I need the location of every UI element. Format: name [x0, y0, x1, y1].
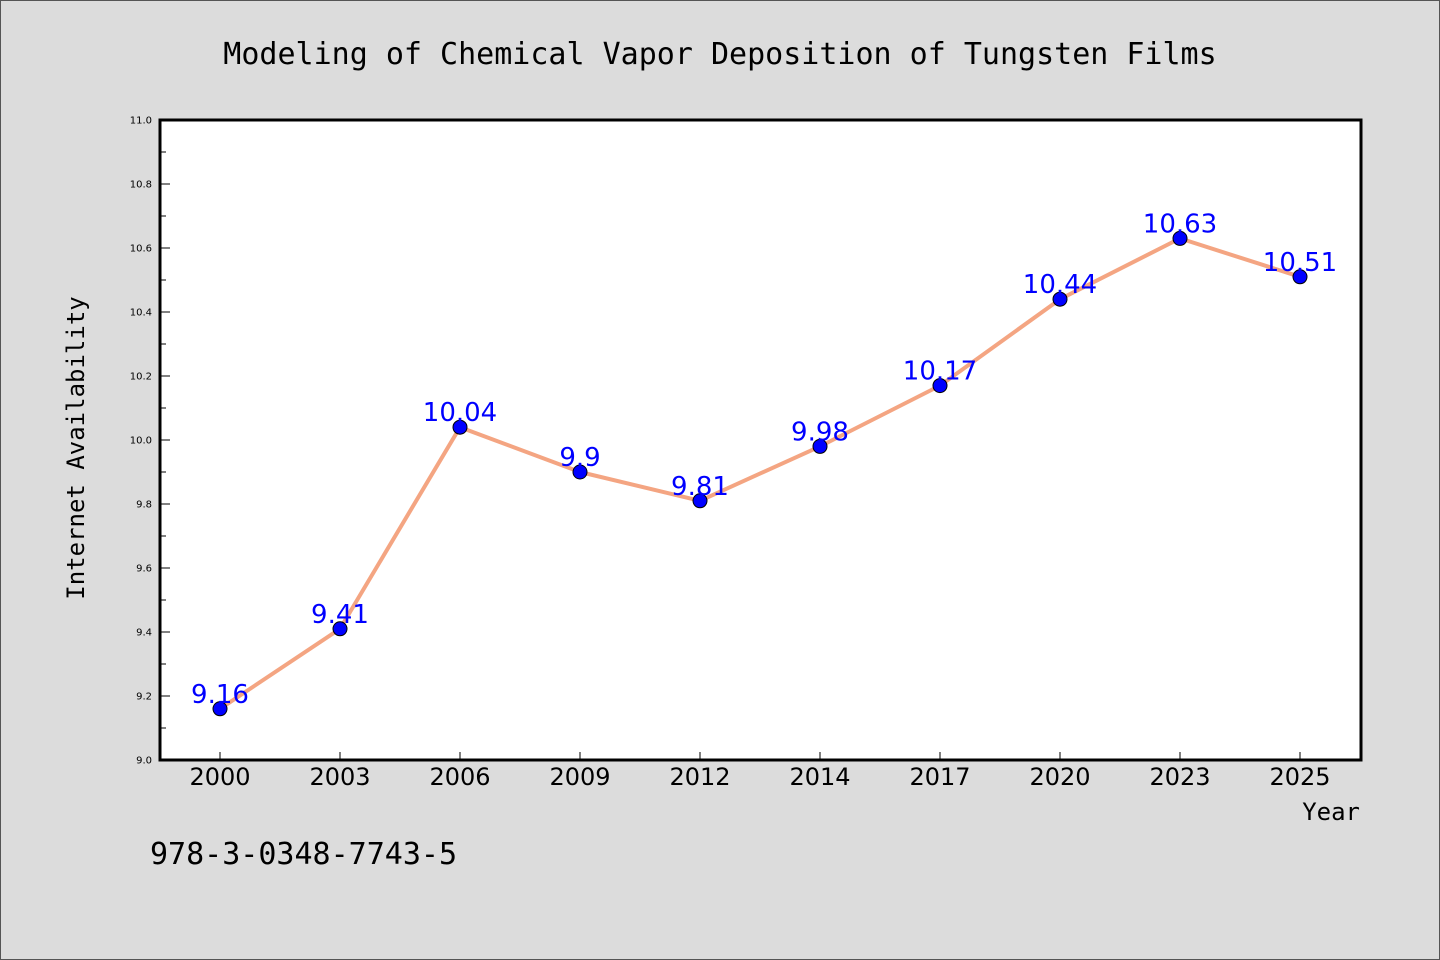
series-line	[218, 236, 1301, 711]
data-label: 9.81	[671, 472, 729, 502]
y-axis-title: Internet Availability	[62, 296, 90, 599]
data-point	[812, 438, 828, 454]
x-axis: 2000 2003 2006 2009 2012 2014 2017 2020 2023 2025	[189, 752, 1331, 791]
y-tick-label: 9.6	[136, 564, 152, 575]
y-tick-label: 9.0	[136, 756, 152, 767]
x-tick-label: 2020	[1029, 763, 1090, 791]
data-point	[572, 464, 588, 480]
y-tick-label: 9.2	[136, 692, 152, 703]
y-tick-label: 10.2	[130, 372, 152, 383]
y-tick-label: 10.8	[130, 180, 152, 191]
y-tick-label: 9.4	[136, 628, 152, 639]
data-point	[1292, 269, 1308, 285]
x-tick-label: 2006	[429, 763, 490, 791]
x-tick-label: 2017	[909, 763, 970, 791]
x-tick-label: 2003	[309, 763, 370, 791]
isbn-label: 978-3-0348-7743-5	[150, 837, 457, 872]
data-point	[932, 378, 948, 394]
plot-area	[158, 118, 1363, 762]
y-tick-label: 10.6	[130, 244, 152, 255]
data-label: 10.04	[423, 398, 497, 428]
data-point	[452, 419, 468, 435]
data-point	[1052, 291, 1068, 307]
y-tick-label: 9.8	[136, 500, 152, 511]
data-label: 9.16	[191, 680, 249, 710]
data-point	[1172, 230, 1188, 246]
y-tick-label: 10.0	[130, 436, 152, 447]
data-point	[212, 701, 228, 717]
data-label: 10.51	[1263, 248, 1337, 278]
data-point	[332, 621, 348, 637]
x-tick-label: 2009	[549, 763, 610, 791]
x-tick-label: 2014	[789, 763, 850, 791]
data-label: 10.44	[1023, 270, 1097, 300]
data-label: 9.9	[559, 443, 600, 473]
y-tick-label: 10.4	[130, 308, 152, 319]
x-axis-title: Year	[1302, 798, 1360, 826]
x-tick-label: 2012	[669, 763, 730, 791]
series-group: 9.16 9.41 10.04 9.9 9.81 9.98 10.17 10.44 10.63 1…	[191, 209, 1337, 717]
y-axis: 9.0 9.2 9.4 9.6 9.8 10.0 10.2 10.4 10.6 10.8 11.0	[130, 116, 170, 767]
data-label: 9.98	[791, 417, 849, 447]
x-tick-label: 2000	[189, 763, 250, 791]
data-label: 10.63	[1143, 209, 1217, 239]
x-tick-label: 2025	[1269, 763, 1330, 791]
x-tick-label: 2023	[1149, 763, 1210, 791]
data-label: 10.17	[903, 357, 977, 387]
y-tick-label: 11.0	[130, 116, 152, 127]
chart-title: Modeling of Chemical Vapor Deposition of…	[223, 37, 1216, 72]
data-label: 9.41	[311, 600, 369, 630]
data-point	[692, 493, 708, 509]
